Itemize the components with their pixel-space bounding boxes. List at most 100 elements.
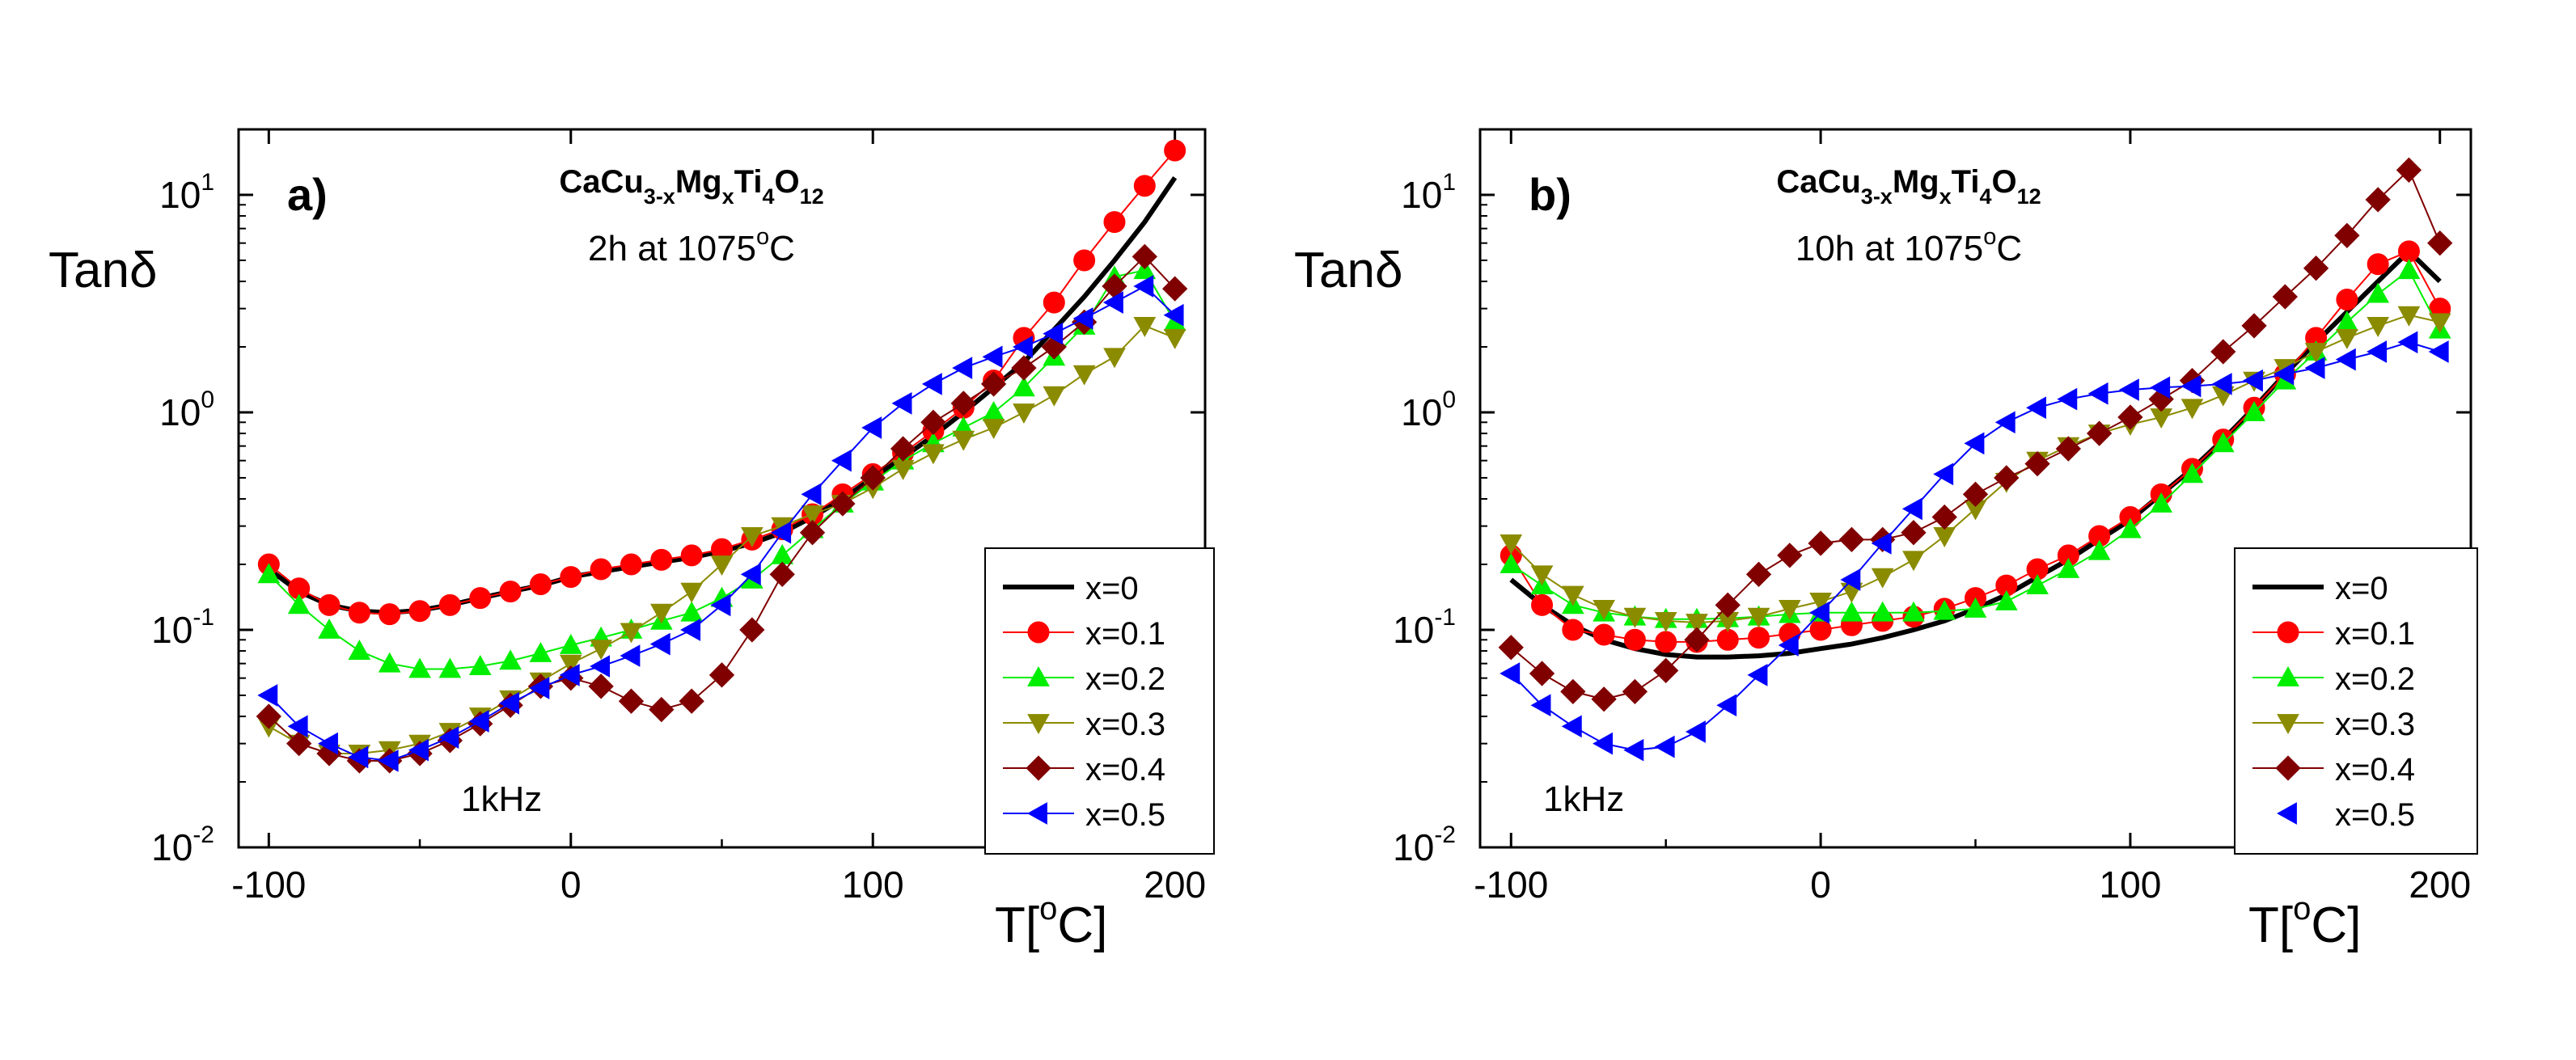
data-point (1994, 411, 2016, 434)
data-point (980, 371, 1007, 397)
data-point (2181, 374, 2202, 398)
data-point (1777, 543, 1803, 568)
data-point (2397, 331, 2418, 354)
data-point (650, 548, 673, 571)
data-point (438, 726, 459, 749)
data-point (2150, 492, 2173, 513)
data-point (1043, 322, 1064, 345)
data-point (740, 527, 763, 547)
legend-label: x=0.2 (1085, 661, 1165, 697)
frequency-annotation: 1kHz (1543, 779, 1624, 819)
x-tick-label: 200 (2409, 864, 2471, 906)
data-point (1072, 307, 1093, 330)
data-point (801, 483, 822, 506)
legend-label: x=0 (1085, 571, 1139, 606)
data-point (379, 603, 401, 626)
data-point (2118, 378, 2139, 401)
data-point (2211, 432, 2235, 453)
data-point (620, 623, 643, 644)
data-point (2397, 259, 2421, 280)
series-x=0.5 (257, 275, 1184, 772)
data-point (408, 600, 431, 623)
data-point (1499, 662, 1521, 685)
data-point (1685, 720, 1706, 743)
chart-title: CaCu3-xMgxTi4O12 (1776, 164, 2041, 209)
data-point (2304, 357, 2325, 379)
data-point (890, 436, 916, 462)
data-point (468, 710, 489, 733)
data-point (1530, 565, 1554, 586)
y-axis-label: Tanδ (1294, 243, 1402, 298)
data-point (1623, 628, 1646, 651)
data-point (1593, 623, 1615, 646)
data-point (1073, 249, 1096, 272)
data-point (2057, 387, 2078, 411)
data-point (1163, 328, 1186, 349)
x-tick-label: -100 (231, 864, 306, 906)
chart-title: CaCu3-xMgxTi4O12 (559, 164, 823, 209)
data-point (1684, 627, 1710, 652)
data-point (2334, 222, 2360, 248)
data-point (739, 617, 765, 643)
data-point (1012, 336, 1033, 358)
data-point (1591, 686, 1617, 712)
data-point (2181, 399, 2204, 420)
legend-box (2234, 547, 2478, 855)
data-point (982, 400, 1005, 421)
legend-item: x=0 (2252, 571, 2388, 606)
data-point (590, 655, 611, 678)
data-point (2428, 313, 2451, 334)
data-point (256, 703, 282, 729)
data-point (318, 618, 341, 639)
data-point (1933, 462, 1954, 486)
legend-label: x=0.1 (1085, 616, 1165, 652)
data-point (920, 409, 946, 435)
data-point (2241, 313, 2267, 339)
data-point (1013, 376, 1035, 397)
data-point (2243, 369, 2263, 392)
legend-box (984, 547, 1215, 855)
data-point (2304, 343, 2328, 364)
data-point (590, 558, 612, 581)
data-point (286, 730, 312, 757)
legend-marker (2276, 802, 2297, 825)
data-point (2397, 240, 2420, 263)
panel-label: a) (287, 169, 328, 220)
data-point (2087, 539, 2111, 560)
data-point (318, 593, 341, 616)
data-point (1933, 599, 1956, 620)
data-point (1560, 678, 1586, 705)
x-axis-label: T[oC] (995, 891, 1107, 953)
legend-item: x=0.3 (1003, 707, 1165, 742)
data-point (348, 745, 369, 769)
data-point (2243, 400, 2265, 421)
legend-item: x=0.1 (1003, 616, 1165, 652)
data-point (952, 357, 973, 379)
data-point (438, 657, 462, 678)
legend-marker (1026, 755, 1051, 781)
data-point (2086, 420, 2113, 446)
data-point (1838, 526, 1865, 553)
data-point (2367, 253, 2389, 276)
data-point (891, 392, 912, 415)
data-point (1623, 607, 1647, 628)
x-tick-label: 100 (2100, 864, 2162, 906)
legend-item: x=0.2 (1003, 661, 1165, 697)
data-point (1103, 348, 1126, 369)
data-point (921, 373, 942, 395)
data-point (408, 657, 431, 678)
legend-label: x=0.5 (1085, 797, 1165, 833)
data-point (1840, 601, 1863, 622)
data-point (710, 593, 731, 617)
legend-label: x=0 (2335, 571, 2388, 606)
legend-marker (2277, 665, 2299, 686)
data-point (257, 563, 281, 584)
data-point (1622, 678, 1648, 705)
data-point (1164, 139, 1186, 162)
data-point (2150, 376, 2171, 399)
data-point (1131, 243, 1157, 270)
data-point (1715, 592, 1741, 618)
y-tick-label: 100 (159, 386, 214, 433)
series-x=0.3 (1499, 306, 2451, 635)
data-point (499, 581, 522, 603)
